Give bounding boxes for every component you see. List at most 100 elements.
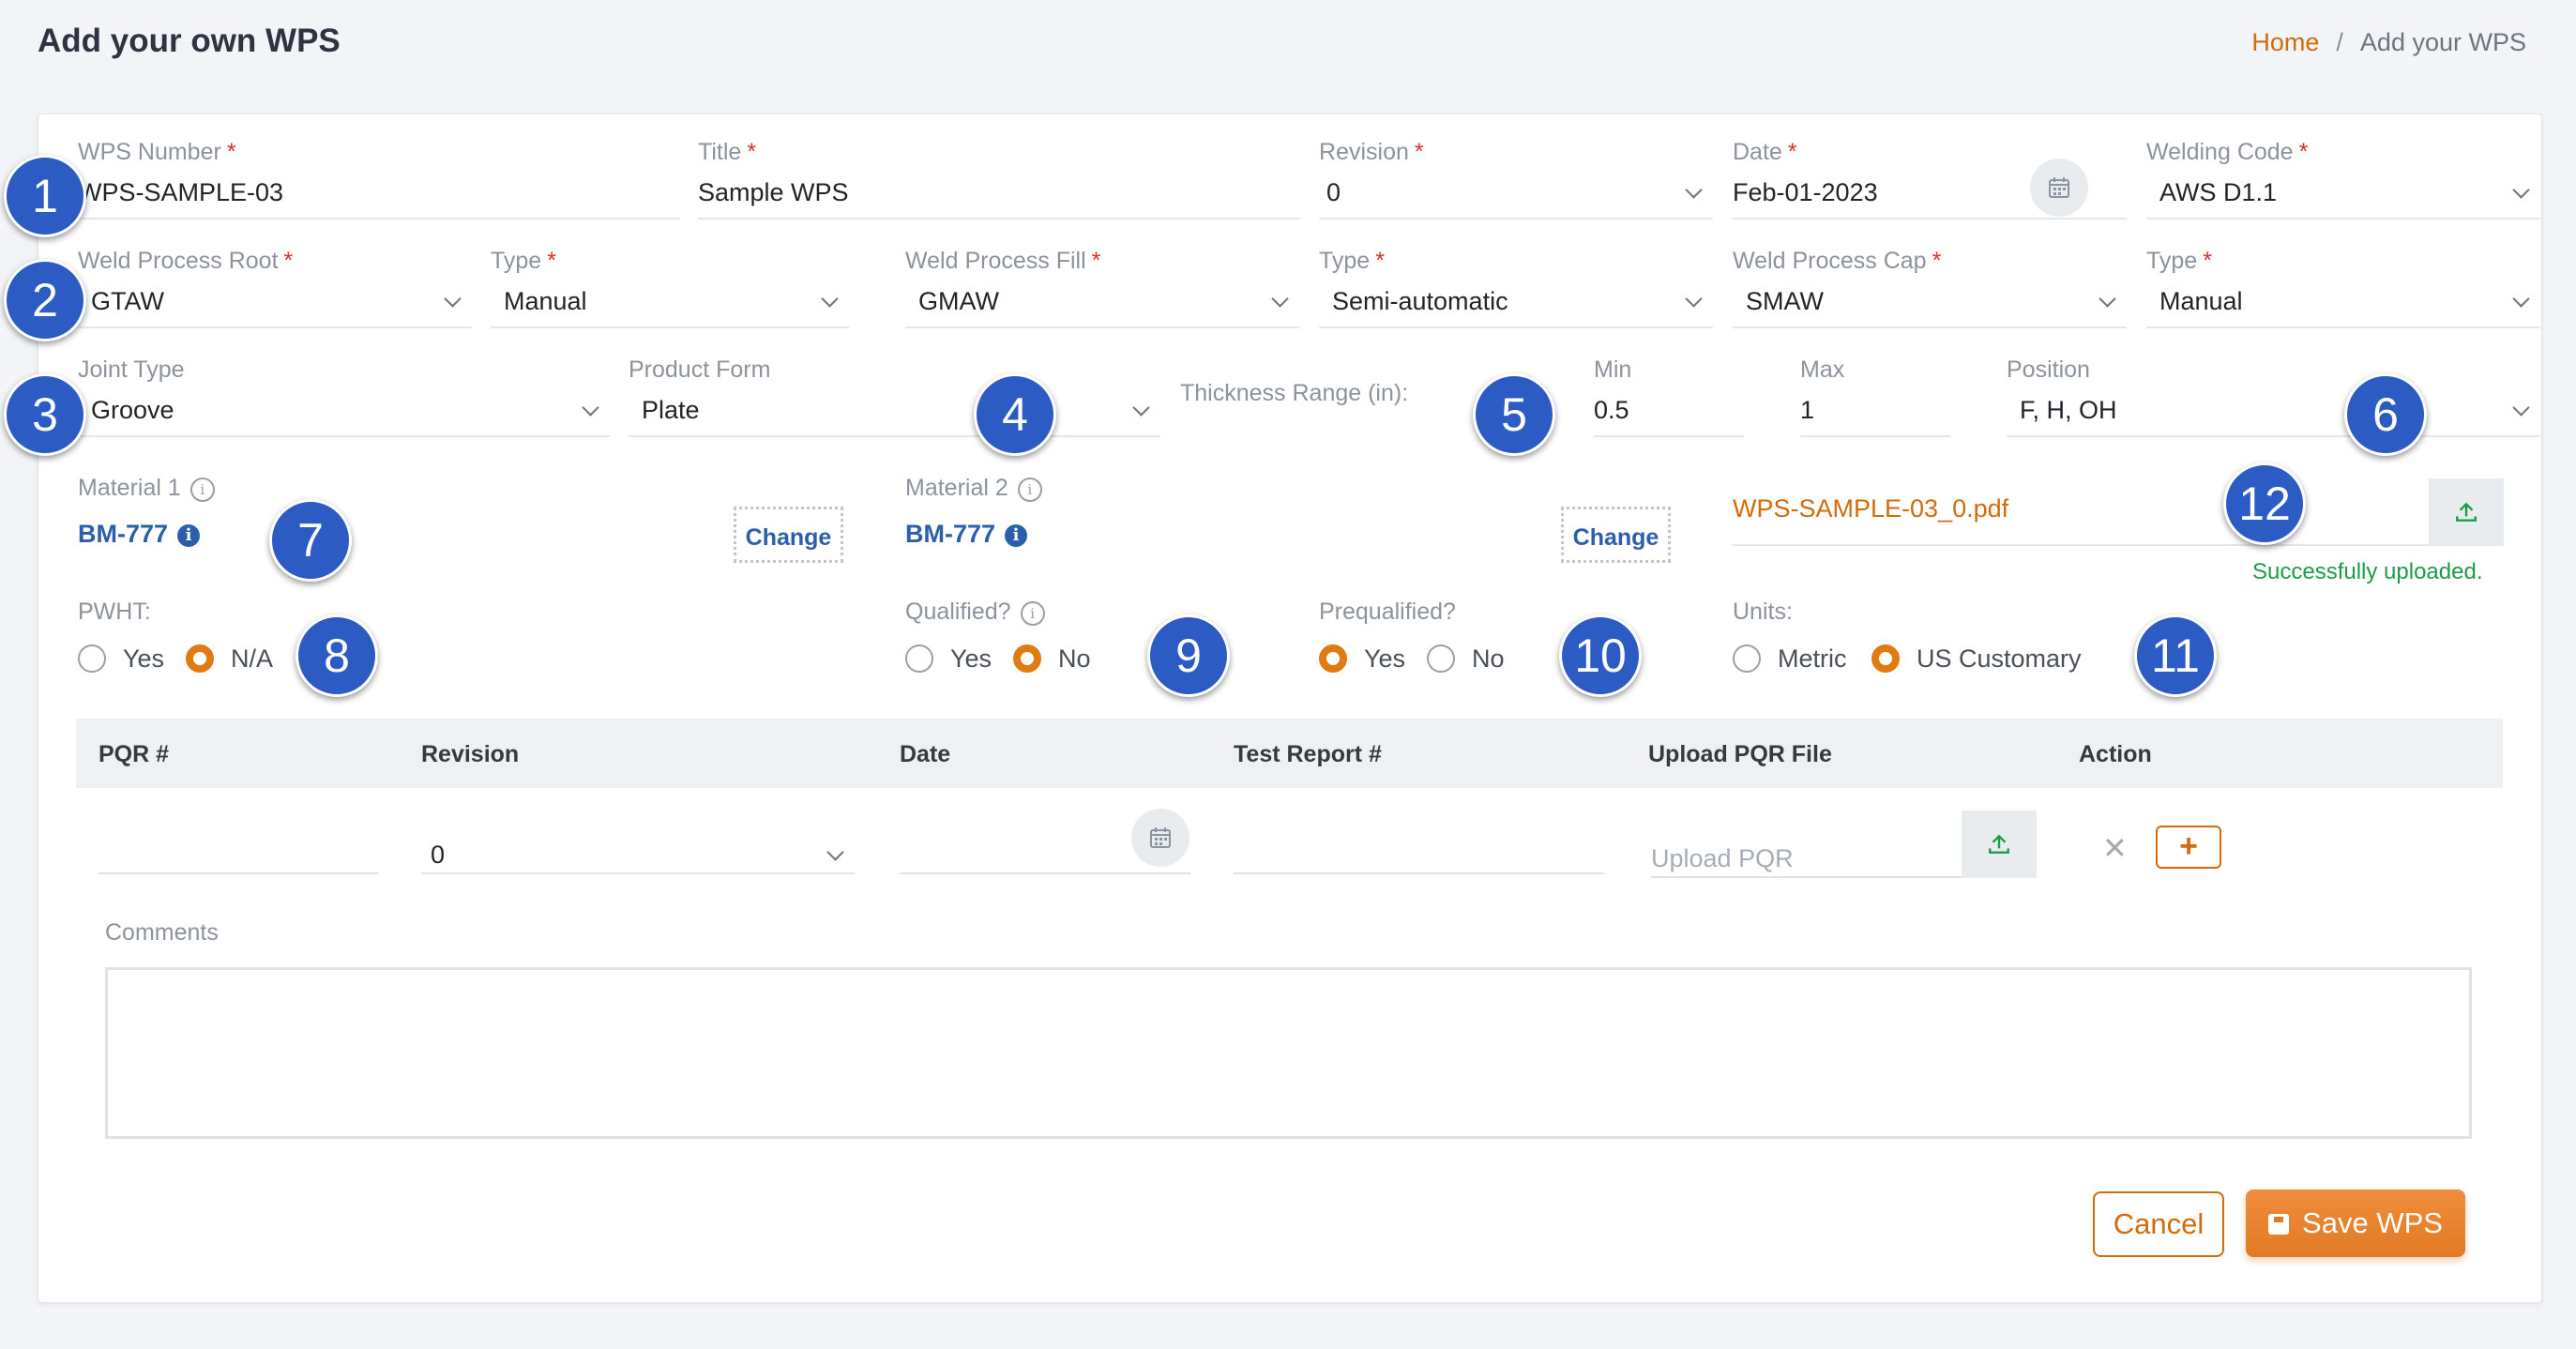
welding-code-select[interactable]: AWS D1.1 (2146, 174, 2540, 220)
annotation-badge-2: 2 (4, 259, 86, 341)
wps-number-label: WPS Number * (78, 139, 236, 165)
qualified-yes-radio[interactable] (905, 644, 933, 673)
date-value: Feb-01-2023 (1733, 178, 1878, 206)
product-form-select[interactable]: Plate (629, 392, 1160, 437)
chevron-down-icon (1685, 181, 1703, 199)
position-select[interactable]: F, H, OH (2007, 392, 2540, 437)
title-input[interactable]: Sample WPS (698, 174, 1300, 220)
annotation-badge-7: 7 (269, 499, 352, 582)
calendar-icon (1150, 827, 1171, 848)
qualified-label: Qualified? i (905, 599, 1045, 626)
wps-form-card: WPS Number * WPS-SAMPLE-03 Title * Sample … (38, 114, 2542, 1303)
close-icon[interactable]: ✕ (2102, 831, 2128, 865)
pqr-number-column: PQR # (98, 741, 170, 767)
root-type-select[interactable]: Manual (491, 283, 849, 328)
qualified-no-label: No (1058, 644, 1091, 673)
title-value: Sample WPS (698, 178, 849, 206)
pwht-yes-radio[interactable] (78, 644, 106, 673)
revision-column: Revision (421, 741, 520, 767)
date-label: Date * (1733, 139, 1797, 165)
material2-change-button[interactable]: Change (1561, 507, 1671, 563)
plus-icon: + (2179, 828, 2198, 864)
title-label: Title * (698, 139, 757, 165)
chevron-down-icon (2512, 290, 2530, 308)
save-wps-button[interactable]: Save WPS (2246, 1190, 2465, 1257)
wps-number-input[interactable]: WPS-SAMPLE-03 (78, 174, 680, 220)
chevron-down-icon (444, 290, 462, 308)
chevron-down-icon (582, 399, 599, 417)
date-input[interactable]: Feb-01-2023 (1733, 174, 2127, 220)
joint-type-value: Groove (91, 396, 174, 424)
chevron-down-icon (1685, 290, 1703, 308)
chevron-down-icon (1132, 399, 1150, 417)
fill-type-label: Type * (1319, 248, 1385, 274)
fill-type-select[interactable]: Semi-automatic (1319, 283, 1713, 328)
breadcrumb: Home / Add your WPS (2251, 28, 2526, 57)
material2-link[interactable]: BM-777 i (905, 520, 1028, 549)
save-wps-label: Save WPS (2302, 1206, 2443, 1239)
revision-select[interactable]: 0 (1319, 174, 1713, 220)
weld-process-fill-label: Weld Process Fill * (905, 248, 1101, 274)
wps-number-value: WPS-SAMPLE-03 (78, 178, 284, 206)
pwht-na-radio[interactable] (186, 644, 214, 673)
chevron-down-icon (826, 843, 844, 861)
joint-type-select[interactable]: Groove (78, 392, 610, 437)
pqr-revision-select[interactable]: 0 (421, 829, 855, 874)
cap-type-select[interactable]: Manual (2146, 283, 2540, 328)
qualified-no-radio[interactable] (1013, 644, 1041, 673)
prequalified-no-label: No (1472, 644, 1505, 673)
prequalified-yes-radio[interactable] (1319, 644, 1347, 673)
weld-process-root-value: GTAW (91, 287, 164, 315)
info-icon: i (1017, 477, 1042, 502)
prequalified-label: Prequalified? (1319, 599, 1456, 625)
wps-file-field (1733, 490, 2464, 546)
pqr-number-input[interactable] (98, 829, 378, 874)
pwht-yes-label: Yes (123, 644, 165, 673)
cap-type-value: Manual (2159, 287, 2243, 315)
save-icon (2268, 1214, 2290, 1235)
breadcrumb-current: Add your WPS (2359, 28, 2526, 56)
annotation-badge-11: 11 (2134, 614, 2217, 697)
welding-code-value: AWS D1.1 (2159, 178, 2278, 206)
annotation-badge-4: 4 (974, 373, 1056, 456)
weld-process-cap-label: Weld Process Cap * (1733, 248, 1942, 274)
max-input[interactable]: 1 (1800, 392, 1950, 437)
upload-pqr-input[interactable]: Upload PQR (1651, 833, 1963, 878)
upload-icon (2456, 502, 2477, 522)
min-input[interactable]: 0.5 (1594, 392, 1744, 437)
prequalified-yes-label: Yes (1364, 644, 1406, 673)
product-form-label: Product Form (629, 356, 771, 383)
position-label: Position (2007, 356, 2090, 383)
revision-label: Revision * (1319, 139, 1424, 165)
weld-process-cap-value: SMAW (1746, 287, 1824, 315)
comments-textarea[interactable] (105, 967, 2472, 1139)
pqr-date-input[interactable] (900, 829, 1190, 874)
units-metric-label: Metric (1778, 644, 1847, 673)
test-report-input[interactable] (1234, 829, 1604, 874)
material1-link[interactable]: BM-777 i (78, 520, 201, 549)
pqr-upload-button[interactable] (1962, 811, 2037, 878)
wps-file-upload-button[interactable] (2429, 478, 2504, 546)
units-us-customary-label: US Customary (1917, 644, 2082, 673)
upload-pqr-column: Upload PQR File (1648, 741, 1832, 767)
weld-process-cap-select[interactable]: SMAW (1733, 283, 2127, 328)
weld-process-root-select[interactable]: GTAW (78, 283, 472, 328)
qualified-yes-label: Yes (950, 644, 993, 673)
units-us-customary-radio[interactable] (1871, 644, 1900, 673)
cancel-button[interactable]: Cancel (2093, 1191, 2224, 1257)
thickness-range-label: Thickness Range (in): (1180, 380, 1409, 406)
units-metric-radio[interactable] (1733, 644, 1761, 673)
weld-process-fill-select[interactable]: GMAW (905, 283, 1299, 328)
breadcrumb-home-link[interactable]: Home (2251, 28, 2320, 56)
add-pqr-row-button[interactable]: + (2156, 826, 2221, 869)
wps-file-link[interactable]: WPS-SAMPLE-03_0.pdf (1733, 494, 2009, 523)
pqr-date-calendar-button[interactable] (1131, 809, 1190, 867)
upload-status: Successfully uploaded. (2252, 559, 2483, 584)
material1-change-button[interactable]: Change (734, 507, 843, 563)
calendar-icon (2049, 177, 2069, 198)
min-label: Min (1594, 356, 1632, 383)
date-calendar-button[interactable] (2030, 159, 2088, 217)
info-icon: i (177, 524, 201, 547)
prequalified-no-radio[interactable] (1427, 644, 1455, 673)
